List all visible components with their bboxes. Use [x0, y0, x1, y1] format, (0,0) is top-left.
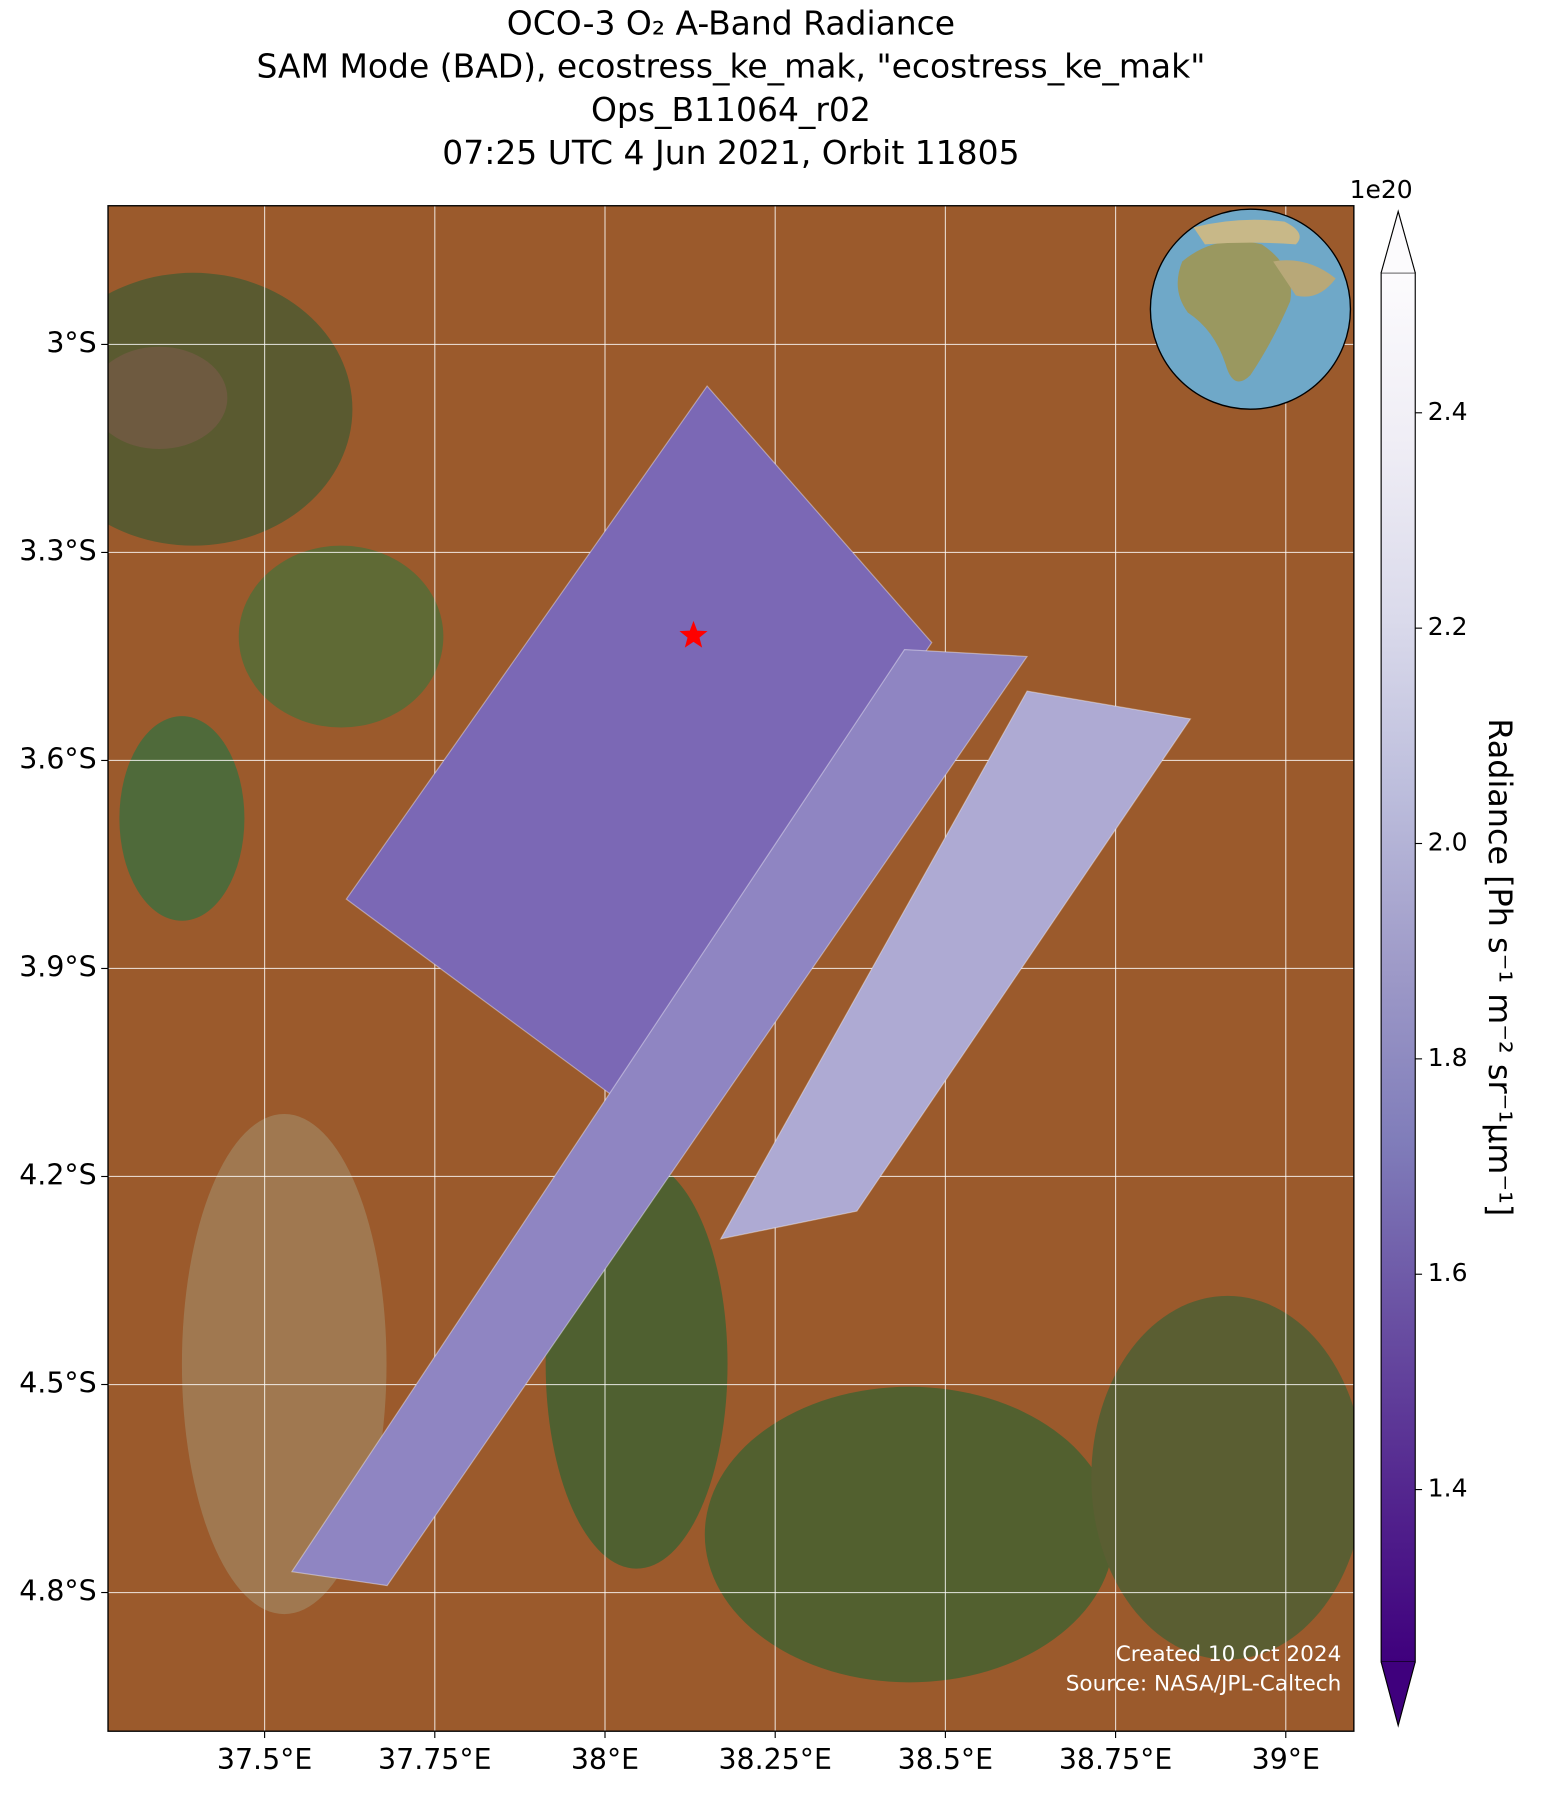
y-tick-label: 3.3°S: [19, 534, 96, 567]
colorbar-label: Radiance [Ph s⁻¹ m⁻² sr⁻¹μm⁻¹]: [1481, 718, 1519, 1216]
y-tick-label: 4.8°S: [19, 1575, 96, 1608]
x-tick-label: 38.75°E: [1059, 1743, 1172, 1776]
target-star: [679, 620, 708, 648]
swath: [345, 385, 933, 1102]
globe-inset: [1149, 208, 1352, 410]
colorbar-tick-label: 1.6: [1428, 1258, 1468, 1287]
colorbar-tick-label: 1.8: [1428, 1043, 1468, 1072]
title-line: 07:25 UTC 4 Jun 2021, Orbit 11805: [442, 133, 1019, 172]
colorbar-tick-label: 2.4: [1428, 397, 1468, 426]
x-tick-label: 37.5°E: [217, 1743, 312, 1776]
y-tick-label: 4.5°S: [19, 1367, 96, 1400]
annotation: Source: NASA/JPL-Caltech: [1066, 1672, 1342, 1697]
colorbar-extend: [1380, 209, 1416, 273]
annotation: Created 10 Oct 2024: [1116, 1642, 1342, 1667]
x-tick-label: 39°E: [1252, 1743, 1320, 1776]
title-line: OCO-3 O₂ A-Band Radiance: [507, 4, 955, 43]
y-tick-label: 3.9°S: [19, 950, 96, 983]
colorbar-offset: 1e20: [1350, 175, 1413, 204]
colorbar-tick-label: 2.0: [1428, 828, 1468, 857]
y-tick-label: 3°S: [46, 326, 96, 359]
colorbar-tick-label: 1.4: [1428, 1474, 1468, 1503]
x-tick-label: 37.75°E: [378, 1743, 491, 1776]
title-line: SAM Mode (BAD), ecostress_ke_mak, "ecost…: [257, 47, 1206, 86]
title-line: Ops_B11064_r02: [591, 90, 871, 129]
swath: [290, 648, 1029, 1587]
colorbar-extend: [1380, 1661, 1416, 1728]
x-tick-label: 38.5°E: [898, 1743, 993, 1776]
y-tick-label: 4.2°S: [19, 1158, 96, 1191]
swath: [719, 690, 1192, 1240]
x-tick-label: 38°E: [571, 1743, 639, 1776]
colorbar-tick-label: 2.2: [1428, 612, 1468, 641]
colorbar: [1380, 209, 1416, 1728]
x-tick-label: 38.25°E: [718, 1743, 831, 1776]
y-tick-label: 3.6°S: [19, 742, 96, 775]
